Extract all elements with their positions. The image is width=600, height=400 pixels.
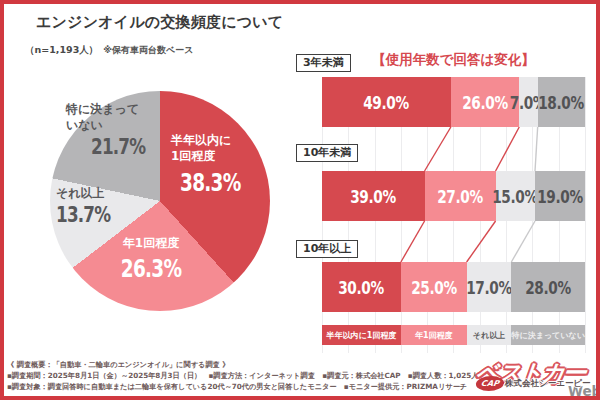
- pie-label-longer: それ以上 13.7%: [56, 186, 124, 227]
- category-label: 10年未満: [296, 144, 358, 162]
- stacked-bar: 49.0%26.0%7.0%18.0%: [322, 77, 585, 127]
- bar-segment: 25.0%: [401, 262, 467, 312]
- bar-segment: 7.0%: [519, 77, 537, 127]
- legend-item: 半年以内に1回程度: [322, 325, 401, 345]
- stacked-bar-chart: 【使用年数で回答は変化】 3年未満 49.0%26.0%7.0%18.0% 10年未…: [296, 50, 588, 356]
- category-label: 10年以上: [296, 240, 358, 258]
- legend: 半年以内に1回程度年1回程度それ以上特に決まっていない: [322, 325, 585, 345]
- bar-segment: 18.0%: [538, 77, 585, 127]
- legend-item: 年1回程度: [401, 325, 467, 345]
- pie-label-not-decided: 特に決まっていない 21.7%: [66, 102, 159, 159]
- base-note: ※保有車両台数ベース: [103, 45, 193, 55]
- bar-segment: 27.0%: [425, 171, 496, 221]
- company-name: 株式会社シーエーピー: [505, 378, 591, 390]
- bar-chart-title: 【使用年数で回答は変化】: [322, 51, 585, 69]
- pie-label-half-year: 半年以内に1回程度 38.3%: [171, 133, 262, 197]
- bar-segment: 49.0%: [322, 77, 451, 127]
- legend-item: 特に決まっていない: [511, 325, 585, 345]
- bar-segment: 15.0%: [496, 171, 535, 221]
- bar-segment: 28.0%: [511, 262, 585, 312]
- pie-chart: 半年以内に1回程度 38.3% 年1回程度 26.3% それ以上 13.7% 特…: [50, 91, 270, 311]
- survey-heading: 《 調査概要：「自動車・二輪車のエンジンオイル」に関する調査 》: [7, 360, 492, 371]
- survey-line2: ▪調査期間：2025年8月1日（金）～2025年8月3日（日） ▪調査方法：イン…: [7, 371, 492, 382]
- bar-segment: 39.0%: [322, 171, 425, 221]
- page-title: エンジンオイルの交換頻度について: [36, 13, 283, 32]
- sample-size: （n=1,193人）: [25, 44, 98, 55]
- survey-line3: ▪調査対象：調査回答時に自動車または二輪車を保有している20代～70代の男女と回…: [7, 382, 492, 393]
- bestcar-web-logo: ベストカー Web CAP 株式会社シーエーピー: [468, 359, 598, 397]
- infographic-frame: エンジンオイルの交換頻度について （n=1,193人） ※保有車両台数ベース 半年…: [0, 0, 600, 400]
- stacked-bar: 39.0%27.0%15.0%19.0%: [322, 171, 585, 221]
- pie-label-once-a-year: 年1回程度 26.3%: [96, 236, 206, 282]
- stacked-bar: 30.0%25.0%17.0%28.0%: [322, 262, 585, 312]
- category-label: 3年未満: [296, 54, 351, 72]
- survey-overview: 《 調査概要：「自動車・二輪車のエンジンオイル」に関する調査 》 ▪調査期間：2…: [7, 360, 492, 392]
- bar-segment: 30.0%: [322, 262, 401, 312]
- sample-note: （n=1,193人） ※保有車両台数ベース: [25, 38, 193, 57]
- legend-item: それ以上: [467, 325, 512, 345]
- bar-segment: 19.0%: [535, 171, 585, 221]
- bar-segment: 17.0%: [467, 262, 512, 312]
